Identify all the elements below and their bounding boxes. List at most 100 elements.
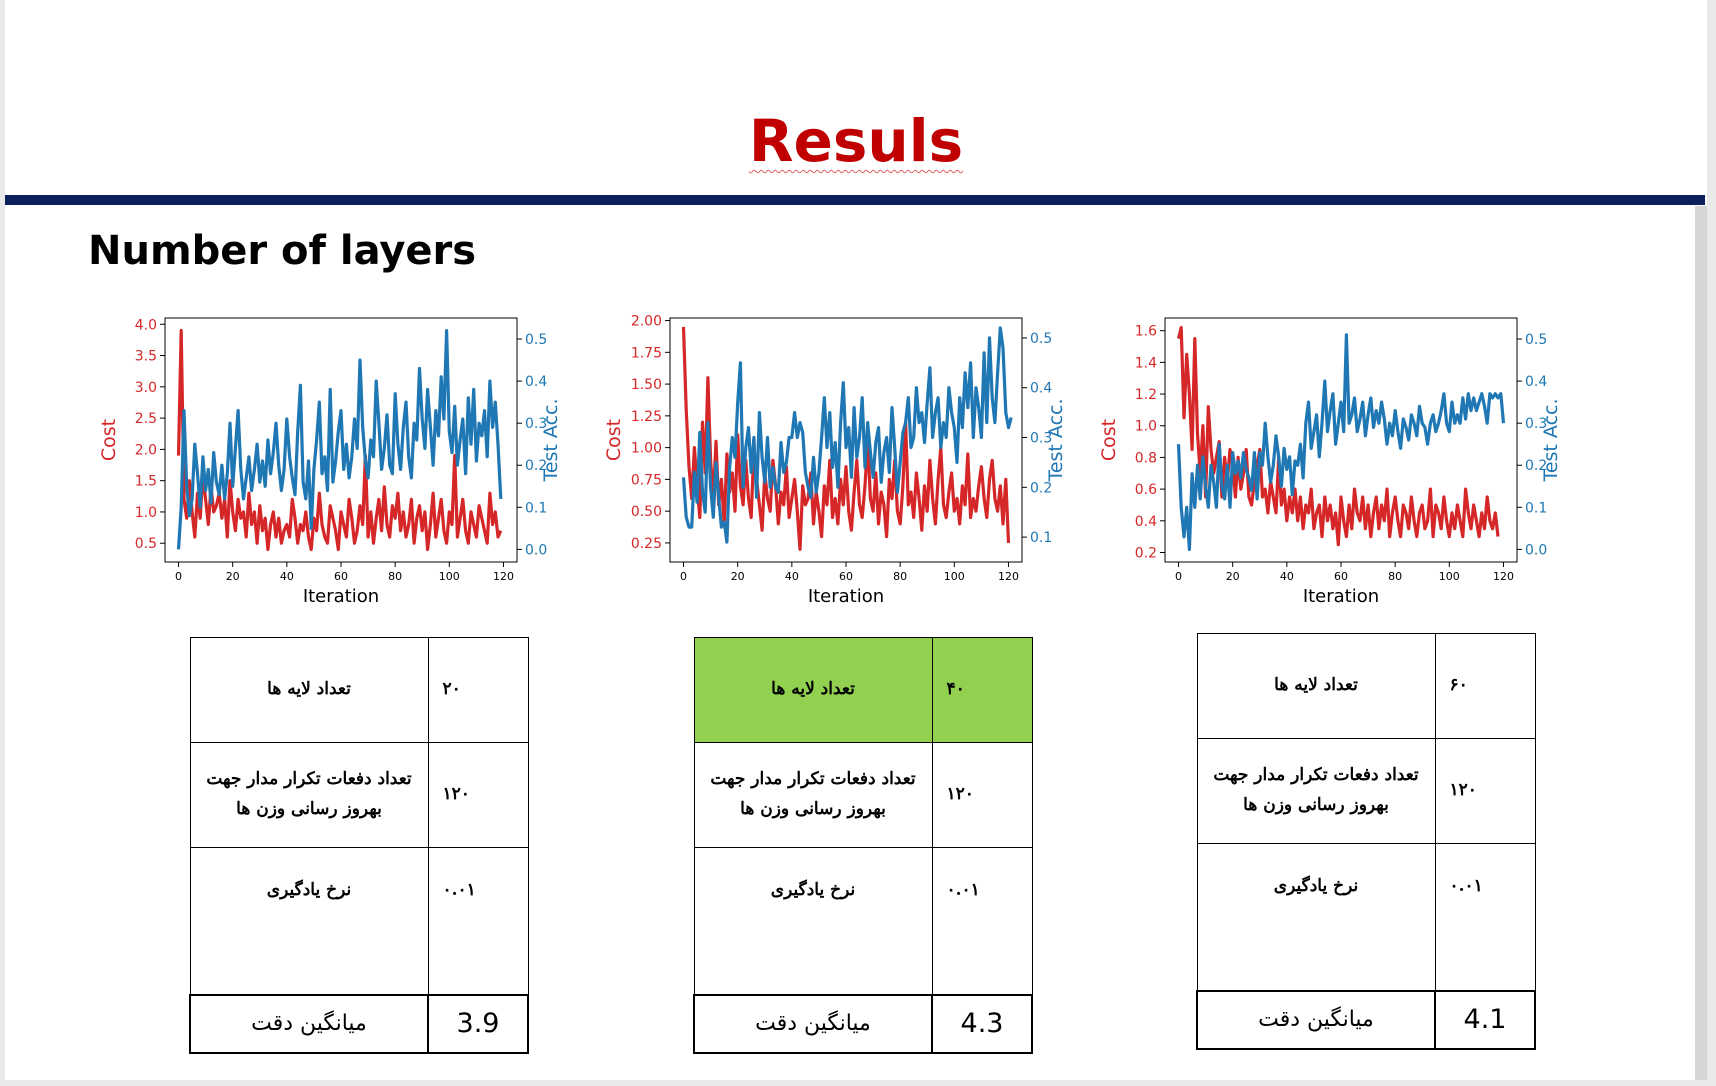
y2-tick-label: 0.3 — [1525, 416, 1547, 432]
iterations-value: ۱۲۰ — [427, 742, 529, 848]
learning-rate-value: ۰.۰۱ — [427, 847, 529, 996]
layers-value: ۴۰ — [931, 637, 1033, 743]
table-row: تعداد دفعات تکرار مدار جهت بهروز رسانی و… — [189, 742, 529, 848]
y-tick-label: 0.6 — [1135, 482, 1157, 498]
y2-tick-label: 0.2 — [1525, 458, 1547, 474]
y2-tick-label: 0.5 — [1030, 331, 1052, 347]
y-tick-label: 1.2 — [1135, 387, 1157, 403]
table-row: نرخ یادگیری ۰.۰۱ — [1196, 843, 1536, 992]
iterations-value: ۱۲۰ — [931, 742, 1033, 848]
y2-tick-label: 0.3 — [1030, 431, 1052, 447]
y-tick-label: 0.8 — [1135, 450, 1157, 466]
y2-tick-label: 0.3 — [525, 416, 547, 432]
y-tick-label: 1.6 — [1135, 324, 1157, 340]
mean-accuracy-label: میانگین دقت — [189, 994, 429, 1054]
y2-tick-label: 0.1 — [525, 500, 547, 516]
test-acc-series-line — [176, 329, 503, 550]
iterations-label: تعداد دفعات تکرار مدار جهت بهروز رسانی و… — [189, 742, 429, 848]
iterations-label: تعداد دفعات تکرار مدار جهت بهروز رسانی و… — [693, 742, 933, 848]
learning-rate-value: ۰.۰۱ — [931, 847, 1033, 996]
chart-40-layers: 0 20 40 60 80 100 120 0.25 0.50 0.75 1.00 1.25 1.50 1… — [600, 306, 1070, 612]
x-tick-label: 120 — [493, 570, 514, 583]
layers-value: ۲۰ — [427, 637, 529, 743]
x-tick-label: 0 — [175, 570, 182, 583]
y2-tick-label: 0.4 — [1525, 374, 1547, 390]
y2-axis-label: Test Acc. — [540, 398, 562, 482]
x-tick-label: 40 — [785, 570, 799, 583]
x-tick-label: 100 — [944, 570, 965, 583]
learning-rate-value: ۰.۰۱ — [1434, 843, 1536, 992]
iterations-value: ۱۲۰ — [1434, 738, 1536, 844]
chart-svg: 0 20 40 60 80 100 120 0.2 0.4 0.6 0.8 1.0 1.2 1.4 1.6 0… — [1098, 317, 1562, 607]
x-tick-label: 80 — [388, 570, 402, 583]
x-tick-label: 0 — [680, 570, 687, 583]
x-axis-label: Iteration — [1303, 586, 1379, 607]
y2-tick-label: 0.4 — [1030, 381, 1052, 397]
mean-accuracy-label: میانگین دقت — [693, 994, 933, 1054]
table-row: میانگین دقت 4.1 — [1196, 990, 1536, 1050]
learning-rate-label: نرخ یادگیری — [1196, 843, 1436, 992]
params-table-40: تعداد لایه ها ۴۰ تعداد دفعات تکرار مدار … — [693, 637, 1033, 1054]
params-table-20: تعداد لایه ها ۲۰ تعداد دفعات تکرار مدار … — [189, 637, 529, 1054]
table-row: تعداد لایه ها ۲۰ — [189, 637, 529, 743]
layers-label: تعداد لایه ها — [693, 637, 933, 743]
slide-title: Resuls — [5, 112, 1707, 170]
chart-20-layers: 0 20 40 60 80 100 120 0.5 1.0 1.5 2.0 2.5 3.0 3.5 4.0 0… — [95, 306, 565, 612]
x-axis-label: Iteration — [808, 586, 884, 607]
y-tick-label: 0.25 — [631, 536, 662, 552]
slide-title-text: Resuls — [748, 107, 964, 175]
y2-tick-label: 0.2 — [525, 458, 547, 474]
table-row: نرخ یادگیری ۰.۰۱ — [693, 847, 1033, 996]
y2-tick-label: 0.0 — [1525, 542, 1547, 558]
x-tick-label: 20 — [731, 570, 745, 583]
mean-accuracy-value: 4.3 — [931, 994, 1033, 1054]
layers-value: ۶۰ — [1434, 633, 1536, 739]
x-tick-label: 60 — [1334, 570, 1348, 583]
y2-tick-label: 0.1 — [1525, 500, 1547, 516]
x-tick-label: 60 — [839, 570, 853, 583]
x-tick-label: 120 — [1493, 570, 1514, 583]
y2-axis-label: Test Acc. — [1045, 398, 1067, 482]
chart-svg: 0 20 40 60 80 100 120 0.25 0.50 0.75 1.00 1.25 1.50 1… — [603, 314, 1067, 607]
mean-accuracy-label: میانگین دقت — [1196, 990, 1436, 1050]
y-tick-label: 1.00 — [631, 441, 662, 457]
table-row-highlighted: تعداد لایه ها ۴۰ — [693, 637, 1033, 743]
y-tick-label: 2.00 — [631, 314, 662, 330]
x-tick-label: 40 — [1280, 570, 1294, 583]
y-tick-label: 0.2 — [1135, 545, 1157, 561]
x-tick-label: 80 — [893, 570, 907, 583]
table-row: تعداد دفعات تکرار مدار جهت بهروز رسانی و… — [1196, 738, 1536, 844]
slide: Resuls Number of layers 0 20 40 60 80 100 120 0… — [5, 0, 1707, 1080]
layers-label: تعداد لایه ها — [1196, 633, 1436, 739]
learning-rate-label: نرخ یادگیری — [189, 847, 429, 996]
x-tick-label: 20 — [226, 570, 240, 583]
y-axis-label: Cost — [603, 419, 625, 461]
table-row: تعداد لایه ها ۶۰ — [1196, 633, 1536, 739]
x-tick-label: 0 — [1175, 570, 1182, 583]
y-tick-label: 0.4 — [1135, 514, 1157, 530]
mean-accuracy-value: 4.1 — [1434, 990, 1536, 1050]
y-tick-label: 1.75 — [631, 345, 662, 361]
y-tick-label: 1.4 — [1135, 355, 1157, 371]
y-tick-label: 2.5 — [135, 411, 157, 427]
y-tick-label: 1.5 — [135, 474, 157, 490]
table-row: میانگین دقت 4.3 — [693, 994, 1033, 1054]
y-tick-label: 0.5 — [135, 536, 157, 552]
y-tick-label: 1.25 — [631, 409, 662, 425]
mean-accuracy-value: 3.9 — [427, 994, 529, 1054]
y-tick-label: 1.0 — [1135, 419, 1157, 435]
x-tick-label: 100 — [439, 570, 460, 583]
y-axis-label: Cost — [98, 419, 120, 461]
layers-label: تعداد لایه ها — [189, 637, 429, 743]
cost-series-line — [176, 328, 503, 552]
params-table-60: تعداد لایه ها ۶۰ تعداد دفعات تکرار مدار … — [1196, 633, 1536, 1050]
y2-tick-label: 0.4 — [525, 374, 547, 390]
y-tick-label: 1.50 — [631, 377, 662, 393]
x-axis-label: Iteration — [303, 586, 379, 607]
x-tick-label: 120 — [998, 570, 1019, 583]
iterations-label: تعداد دفعات تکرار مدار جهت بهروز رسانی و… — [1196, 738, 1436, 844]
y2-tick-label: 0.0 — [525, 542, 547, 558]
y-tick-label: 4.0 — [135, 317, 157, 333]
y-tick-label: 2.0 — [135, 442, 157, 458]
chart-60-layers: 0 20 40 60 80 100 120 0.2 0.4 0.6 0.8 1.0 1.2 1.4 1.6 0… — [1095, 306, 1565, 612]
